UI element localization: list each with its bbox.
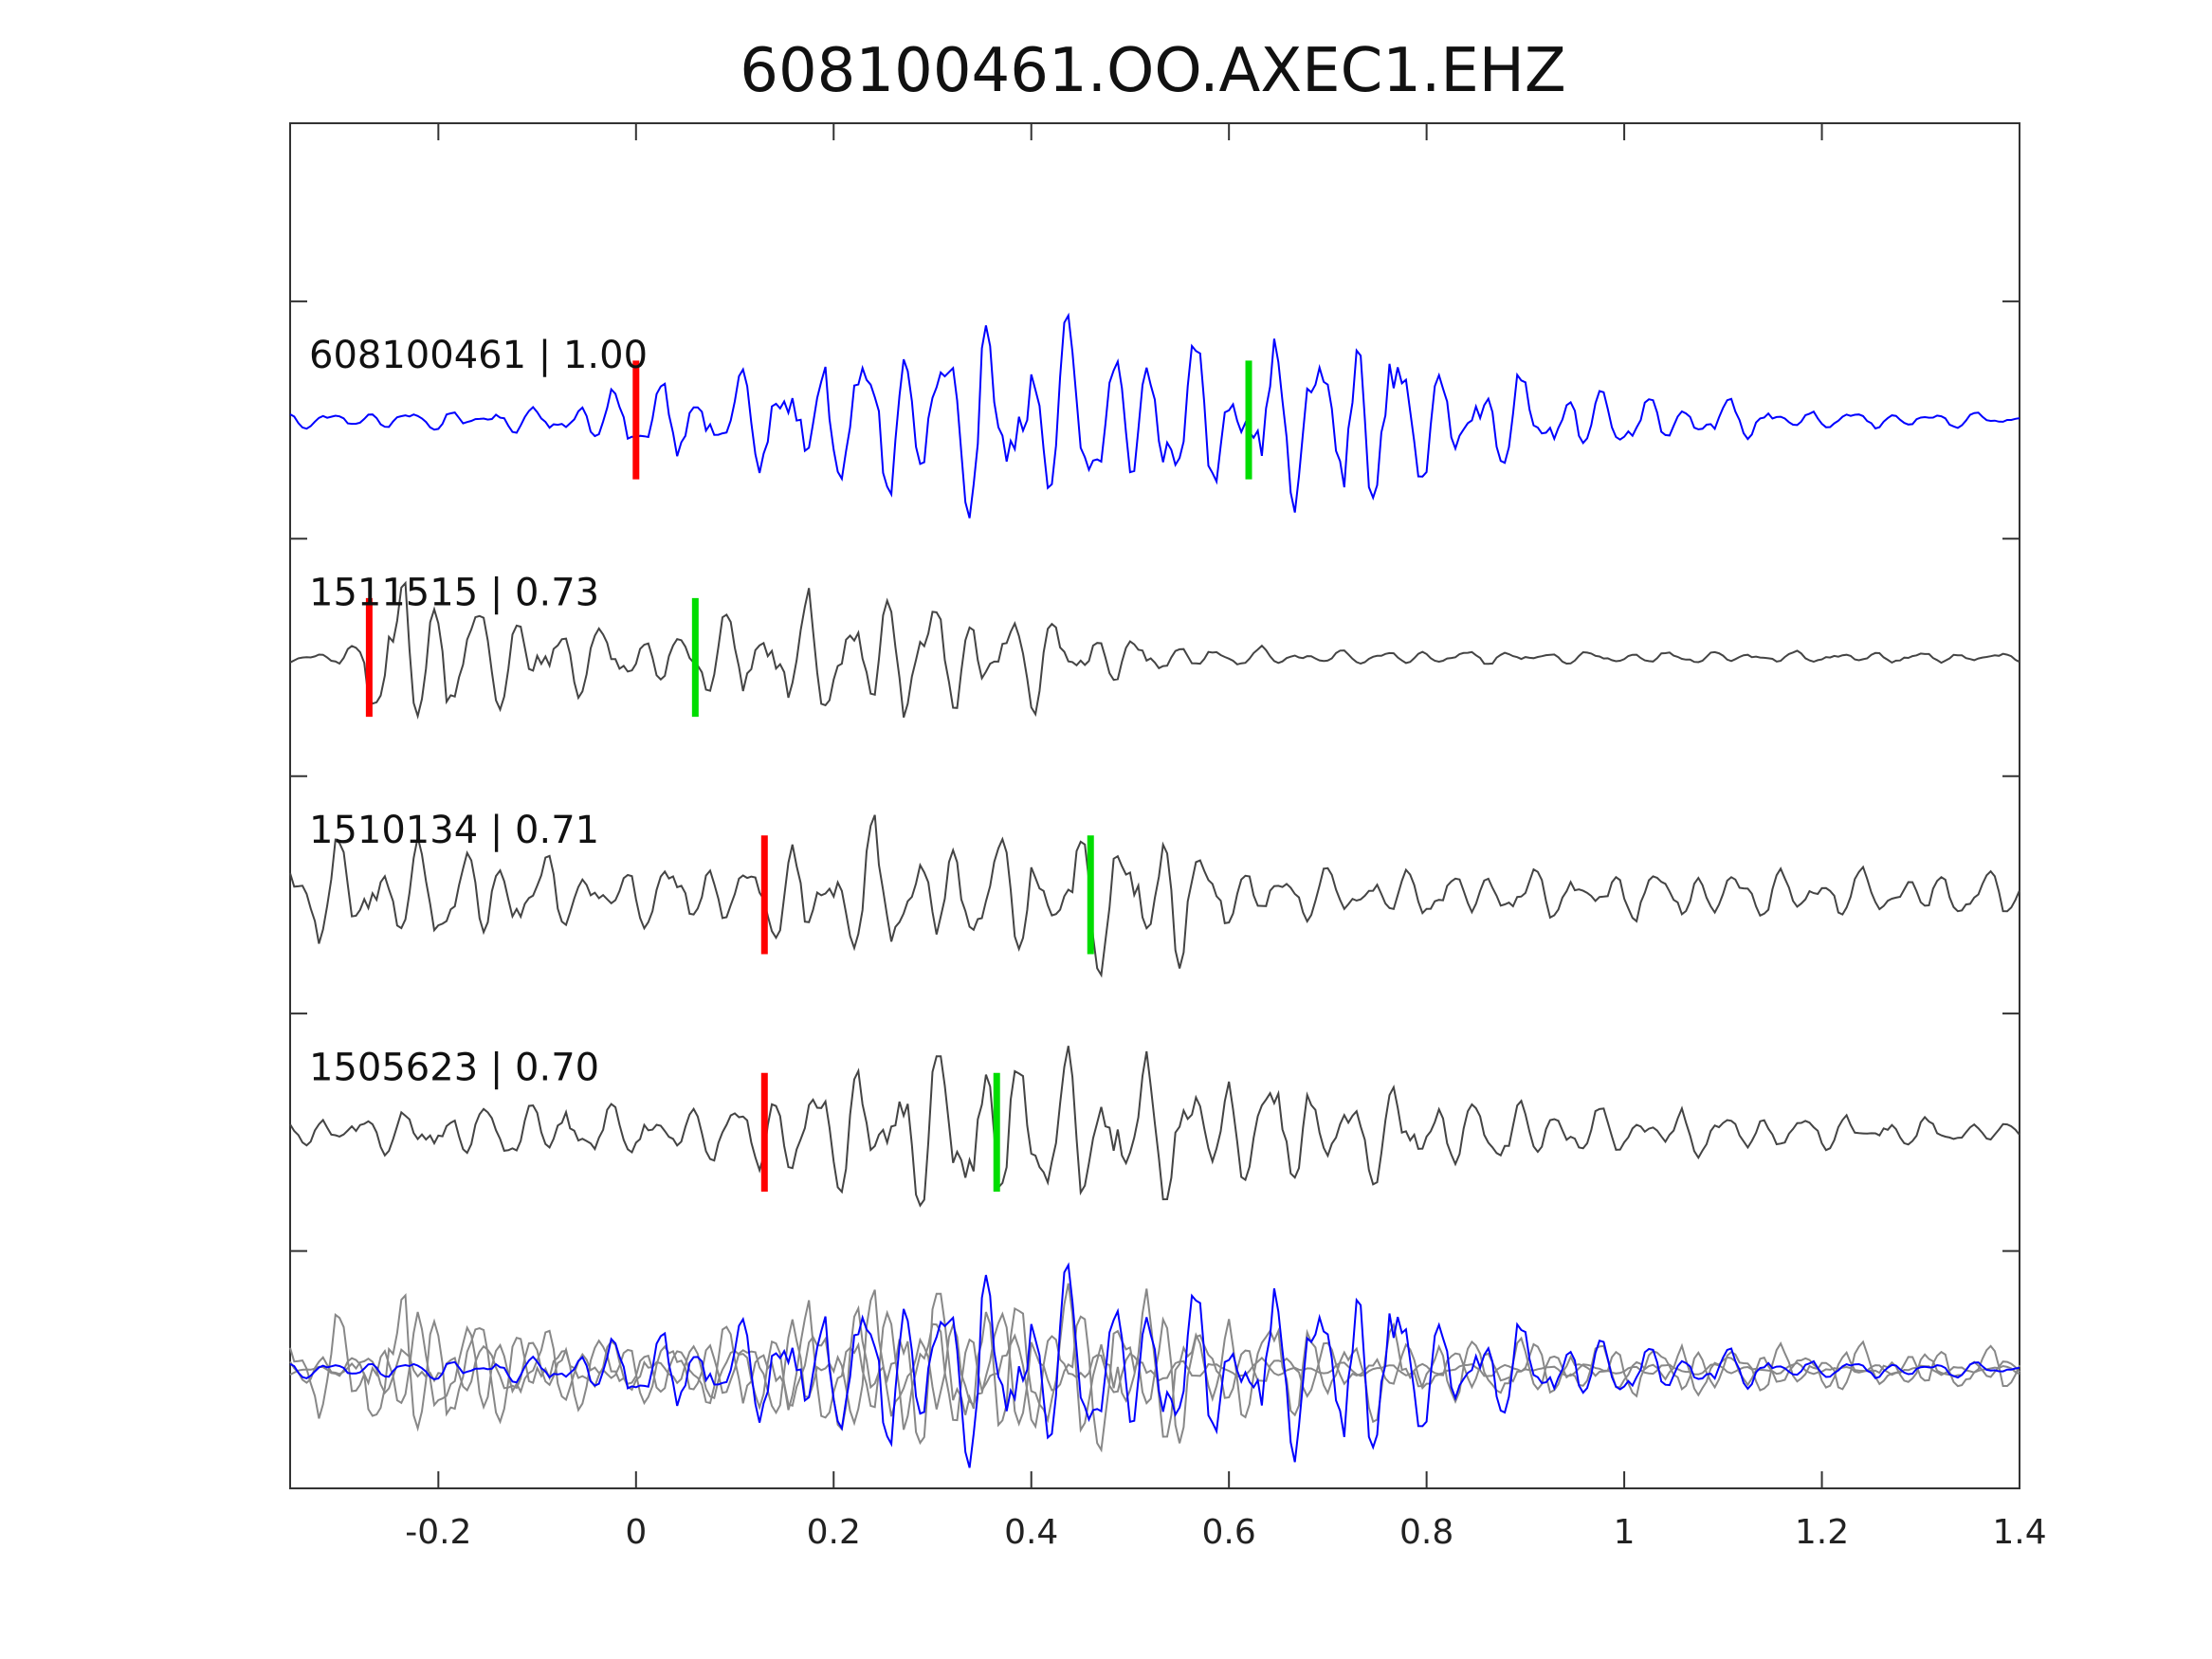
trace-line-1 xyxy=(289,312,2020,519)
x-axis: -0.2 0 0.2 0.4 0.6 0.8 1 1.2 1.4 xyxy=(405,123,2047,1552)
overlay-neighbor-trace xyxy=(289,1283,2020,1446)
trace-group xyxy=(289,312,2020,1208)
x-tick-label: 0.8 xyxy=(1399,1513,1453,1552)
pick-markers xyxy=(365,360,1252,1192)
x-tick-label: -0.2 xyxy=(405,1513,471,1552)
trace-line-2 xyxy=(289,580,2020,720)
x-tick-label: 1 xyxy=(1614,1513,1636,1552)
x-tick-label: 0.4 xyxy=(1004,1513,1058,1552)
chart-title: 608100461.OO.AXEC1.EHZ xyxy=(740,36,1566,106)
trace-labels: 608100461 | 1.00 1511515 | 0.73 1510134 | … xyxy=(309,334,648,1089)
trace-label-4: 1505623 | 0.70 xyxy=(309,1046,599,1089)
trace-line-4 xyxy=(289,1046,2020,1208)
overlay-master-trace xyxy=(289,1262,2020,1468)
axes-frame xyxy=(289,122,2020,1489)
x-tick-label: 0.2 xyxy=(807,1513,861,1552)
x-tick-label: 0 xyxy=(625,1513,647,1552)
trace-line-3 xyxy=(289,814,2020,978)
y-axis xyxy=(290,300,2020,1489)
trace-label-2: 1511515 | 0.73 xyxy=(309,571,599,614)
trace-label-3: 1510134 | 0.71 xyxy=(309,809,599,852)
x-tick-label: 0.6 xyxy=(1202,1513,1256,1552)
overlay-trace-group xyxy=(289,1262,2020,1468)
x-tick-label: 1.4 xyxy=(1992,1513,2046,1552)
x-tick-label: 1.2 xyxy=(1795,1513,1849,1552)
trace-label-1: 608100461 | 1.00 xyxy=(309,334,648,377)
